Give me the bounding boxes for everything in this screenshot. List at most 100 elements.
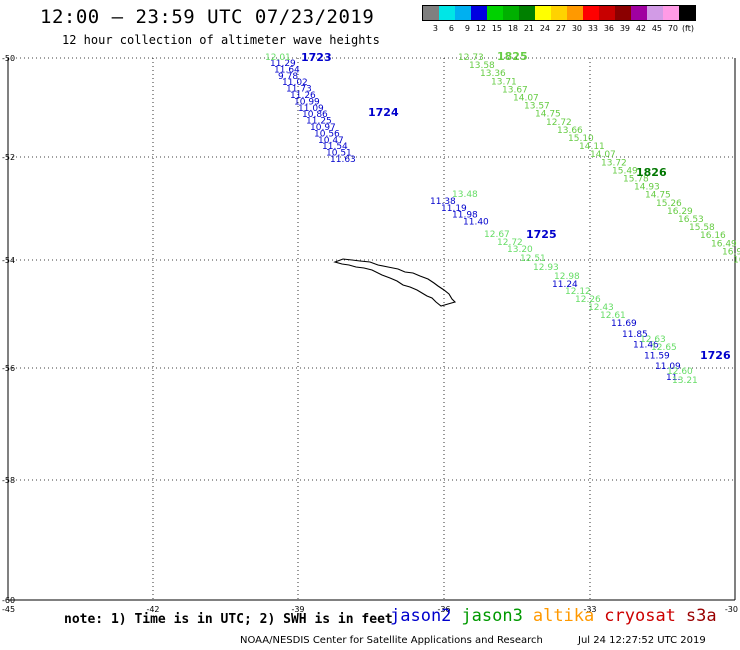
longitude-tick-label: -39 xyxy=(291,605,304,614)
colorbar-swatch xyxy=(615,6,631,20)
wave-height-value: 12.43 xyxy=(588,303,614,313)
legend-jason2: jason2 xyxy=(390,606,452,626)
wave-height-value: 11.02 xyxy=(282,78,308,88)
colorbar-label: 3 xyxy=(432,24,438,33)
colorbar-label: 33 xyxy=(587,24,598,33)
lat-lon-grid xyxy=(7,57,736,601)
wave-height-value: 12.63 xyxy=(640,335,666,345)
latitude-tick-label: -50 xyxy=(2,54,15,63)
wave-height-value: 11.98 xyxy=(452,211,478,221)
wave-height-value: 10.47 xyxy=(318,136,344,146)
colorbar-label: 39 xyxy=(619,24,630,33)
track-label: 1726 xyxy=(700,349,731,362)
wave-height-value: 10.56 xyxy=(314,129,340,139)
colorbar-swatch xyxy=(423,6,439,20)
wave-height-value: 11.46 xyxy=(633,341,659,351)
legend-cryosat: cryosat xyxy=(604,606,676,626)
wave-height-value: 12.65 xyxy=(651,343,677,353)
colorbar-swatch xyxy=(487,6,503,20)
latitude-tick-label: -60 xyxy=(2,596,15,605)
wave-height-value: 12.72 xyxy=(497,238,523,248)
wave-height-value: 15.58 xyxy=(689,223,715,233)
wave-height-value: 16.49 xyxy=(711,239,737,249)
colorbar-label: 18 xyxy=(507,24,518,33)
colorbar-swatch xyxy=(663,6,679,20)
wave-height-value: 16 xyxy=(733,256,740,266)
wave-height-value: 11.25 xyxy=(306,117,332,127)
track-label: 1725 xyxy=(526,228,557,241)
colorbar-label: 15 xyxy=(491,24,502,33)
track-jason3-light: 12.0113.4812.6712.7213.2012.5112.9312.98… xyxy=(265,53,698,386)
colorbar-label: 12 xyxy=(475,24,486,33)
wave-height-value: 9.78 xyxy=(278,72,298,82)
colorbar-swatch xyxy=(519,6,535,20)
longitude-tick-label: -30 xyxy=(725,605,738,614)
wave-height-value: 11.73 xyxy=(286,85,312,95)
longitude-tick-label: -45 xyxy=(2,605,15,614)
wave-height-value: 10.97 xyxy=(310,123,336,133)
track-label: 1723 xyxy=(301,51,332,64)
colorbar-swatch xyxy=(471,6,487,20)
wave-height-value: 11.29 xyxy=(270,59,296,69)
wave-height-value: 11.09 xyxy=(298,104,324,114)
track-1723: 11.2911.649.7811.0211.7311.2610.9911.091… xyxy=(270,51,356,165)
wave-height-value: 13.58 xyxy=(469,61,495,71)
wave-height-value: 11.19 xyxy=(441,204,467,214)
wave-height-value: 11.69 xyxy=(611,319,637,329)
wave-height-value: 12.12 xyxy=(565,287,591,297)
track-1825: 12.7313.5813.3613.7113.6714.0713.5714.75… xyxy=(458,50,740,266)
colorbar-legend: 3 6 9 12 15 18 21 24 27 30 33 36 39 42 45 70 (ft) xyxy=(422,5,696,33)
legend-s3a: s3a xyxy=(685,606,717,626)
south-georgia-coastline xyxy=(333,258,457,307)
legend-altika: altika xyxy=(532,606,595,626)
wave-height-value: 11.54 xyxy=(322,142,348,152)
wave-height-value: 12.98 xyxy=(554,272,580,282)
wave-height-value: 12.72 xyxy=(546,118,572,128)
colorbar-label: (ft) xyxy=(681,24,694,33)
wave-height-value: 13.72 xyxy=(601,158,627,168)
colorbar-swatch xyxy=(551,6,567,20)
wave-height-value: 11.85 xyxy=(622,330,648,340)
wave-height-value: 15.49 xyxy=(612,166,638,176)
wave-height-value: 16.9 xyxy=(722,247,740,257)
wave-height-value: 13.67 xyxy=(502,85,528,95)
colorbar-label: 45 xyxy=(651,24,662,33)
colorbar-label: 27 xyxy=(555,24,566,33)
wave-height-value: 13.66 xyxy=(557,126,583,136)
wave-height-value: 12.51 xyxy=(520,254,546,264)
wave-height-value: 16.53 xyxy=(678,215,704,225)
wave-height-value: 14.07 xyxy=(590,150,616,160)
wave-height-value: 14.75 xyxy=(645,191,671,201)
colorbar-label: 30 xyxy=(571,24,582,33)
wave-height-value: 11.64 xyxy=(274,65,300,75)
satellite-legend: jason2 jason3 altika cryosat s3a xyxy=(390,606,727,626)
generation-timestamp: Jul 24 12:27:52 UTC 2019 xyxy=(578,635,706,646)
colorbar-label: 36 xyxy=(603,24,614,33)
wave-height-value: 13.36 xyxy=(480,69,506,79)
wave-height-value: 12.73 xyxy=(458,53,484,63)
map-title: 12:00 – 23:59 UTC 07/23/2019 xyxy=(40,6,375,28)
wave-height-value: 12.61 xyxy=(600,311,626,321)
wave-height-value: 11.09 xyxy=(655,362,681,372)
wave-height-value: 12.01 xyxy=(265,53,291,63)
wave-height-value: 13.20 xyxy=(507,245,533,255)
wave-height-value: 11.59 xyxy=(644,351,670,361)
colorbar-swatch xyxy=(679,6,695,20)
longitude-tick-label: -33 xyxy=(583,605,596,614)
wave-height-value: 12.26 xyxy=(575,295,601,305)
colorbar-label: 70 xyxy=(667,24,678,33)
colorbar-label: 9 xyxy=(464,24,470,33)
colorbar-swatch xyxy=(599,6,615,20)
credit-line: NOAA/NESDIS Center for Satellite Applica… xyxy=(240,635,543,646)
wave-height-value: 14.93 xyxy=(634,183,660,193)
track-label: 1826 xyxy=(636,166,667,179)
wave-height-value: 12.93 xyxy=(533,263,559,273)
wave-height-value: 14.11 xyxy=(579,142,605,152)
wave-height-value: 13.21 xyxy=(672,376,698,386)
wave-height-value: 16.16 xyxy=(700,231,726,241)
track-label: 1825 xyxy=(497,50,528,63)
colorbar-labels: 3 6 9 12 15 18 21 24 27 30 33 36 39 42 45 70 (ft) xyxy=(422,24,696,33)
colorbar-swatch xyxy=(647,6,663,20)
